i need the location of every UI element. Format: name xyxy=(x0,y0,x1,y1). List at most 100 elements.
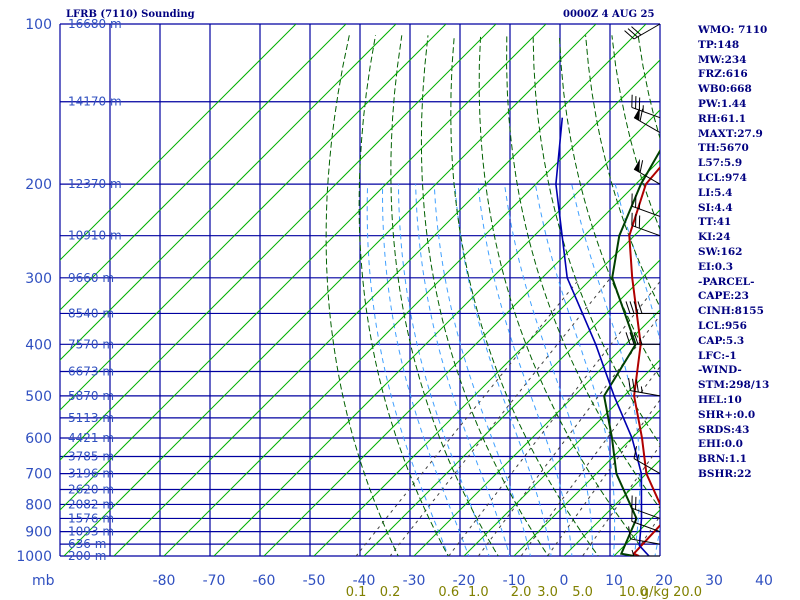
stat-line: MAXT:27.9 xyxy=(698,127,763,140)
parcel-profile xyxy=(555,117,650,556)
height-label: 636 m xyxy=(68,537,106,551)
wind-barbs xyxy=(624,23,661,557)
y-axis-unit: mb xyxy=(32,573,55,589)
dry-adiabat-line xyxy=(420,35,549,556)
barb-flag xyxy=(629,332,635,345)
moist-adiabat-line xyxy=(571,183,641,556)
barb-staff xyxy=(631,224,661,237)
barb-half-flag xyxy=(631,549,635,557)
isotherm-line xyxy=(60,24,347,311)
moist-adiabat-line xyxy=(534,184,616,556)
moist-adiabat-line xyxy=(398,184,490,556)
mixing-ratio-label: 1.0 xyxy=(468,585,489,600)
chart-title: LFRB (7110) Sounding xyxy=(66,9,195,20)
stat-line: -WIND- xyxy=(698,364,742,377)
moist-adiabat-line xyxy=(477,184,573,556)
height-label: 4421 m xyxy=(68,431,114,445)
temperature-tick-label: -50 xyxy=(303,573,326,589)
mixing-ratio-label: 3.0 xyxy=(537,585,558,600)
height-label: 5113 m xyxy=(68,411,114,425)
isotherm-line xyxy=(563,459,660,556)
isotherm-line xyxy=(213,109,660,556)
pressure-tick-label: 1000 xyxy=(16,549,52,565)
height-label: 2082 m xyxy=(68,497,114,511)
dry-adiabat-line xyxy=(358,35,449,556)
barb-flag xyxy=(625,301,631,314)
mixing-ratio-labels: 0.1 0.2 0.6 1.0 2.0 3.0 5.0 10.0 20.0 g/kg xyxy=(346,585,702,600)
isotherm-line xyxy=(60,24,547,511)
barb-staff xyxy=(631,205,661,217)
stat-line: SRDS:43 xyxy=(698,423,750,436)
wind-barb xyxy=(631,212,661,237)
isotherm-line xyxy=(363,259,660,556)
height-label: 1093 m xyxy=(68,525,114,539)
wind-barb xyxy=(628,378,661,397)
dry-adiabat-line xyxy=(506,35,660,510)
stat-line: -PARCEL- xyxy=(698,275,755,288)
mixing-ratio-line xyxy=(355,277,581,556)
stat-line: HEL:10 xyxy=(698,393,742,406)
stat-line: EHI:0.0 xyxy=(698,438,743,451)
wind-barb xyxy=(625,332,660,345)
pressure-tick-label: 800 xyxy=(25,497,52,513)
temperature-tick-label: 10 xyxy=(605,573,623,589)
isotherm-line xyxy=(513,409,660,556)
height-label: 1576 m xyxy=(68,511,114,525)
wind-barb xyxy=(625,301,660,314)
mixing-ratio-label: 5.0 xyxy=(572,585,593,600)
barb-flag xyxy=(629,301,635,314)
wind-barb xyxy=(631,193,661,217)
mixing-ratio-lines xyxy=(355,277,660,556)
isotherms xyxy=(60,24,660,556)
barb-flag xyxy=(631,26,642,36)
sounding-indices-panel: WMO: 7110 TP:148 MW:234 FRZ:616 WB0:668 PW:1.… xyxy=(698,23,798,482)
barb-flag xyxy=(635,379,639,393)
dry-adiabat-line xyxy=(450,35,599,556)
stat-line: KI:24 xyxy=(698,231,731,244)
height-label: 5870 m xyxy=(68,389,114,403)
moist-adiabat-line xyxy=(614,183,660,556)
moist-adiabat-line xyxy=(454,184,552,556)
isotherm-line xyxy=(60,24,447,411)
dry-adiabat-line xyxy=(325,35,399,556)
barb-flag xyxy=(632,378,635,392)
barb-staff xyxy=(633,458,661,475)
barb-staff xyxy=(631,520,661,533)
isotherm-line xyxy=(263,159,660,556)
moist-adiabat-line xyxy=(433,184,531,556)
barb-half-flag xyxy=(639,338,643,345)
stat-line: RH:61.1 xyxy=(698,112,747,125)
barb-flag xyxy=(639,160,644,173)
mixing-ratio-line xyxy=(581,444,660,556)
height-label: 16680 m xyxy=(68,17,122,31)
mixing-ratio-line xyxy=(448,280,660,556)
stat-line: LCL:956 xyxy=(698,319,747,332)
stat-line: WB0:668 xyxy=(698,83,752,96)
mixing-ratio-label: 0.6 xyxy=(438,585,459,600)
pressure-tick-label: 700 xyxy=(25,467,52,483)
mixing-ratio-label: 0.1 xyxy=(346,585,367,600)
mixing-ratio-line xyxy=(477,314,660,556)
stat-line: MW:234 xyxy=(698,53,747,66)
barb-staff xyxy=(631,106,661,119)
stat-line: SHR+:0.0 xyxy=(698,408,756,421)
height-label: 7570 m xyxy=(68,337,114,351)
dry-adiabat-line xyxy=(478,35,649,556)
wind-barb xyxy=(628,526,661,545)
pressure-tick-label: 900 xyxy=(25,525,52,541)
dry-adiabat-line xyxy=(532,35,660,446)
stat-line: FRZ:616 xyxy=(698,68,748,81)
stat-line: BRN:1.1 xyxy=(698,453,747,466)
isotherm-line xyxy=(60,24,497,461)
barb-pennant xyxy=(634,158,641,173)
mixing-ratio-label: 20.0 xyxy=(673,585,702,600)
mixing-ratio-line xyxy=(546,399,660,556)
barb-flag xyxy=(628,526,631,540)
height-labels: 16680 m 14170 m 12370 m 10910 m 9660 m 8540 m… xyxy=(68,17,122,563)
wind-barb xyxy=(633,107,661,134)
stat-line: CINH:8155 xyxy=(698,305,764,318)
barb-flag xyxy=(633,301,639,314)
isotherm-line xyxy=(60,24,397,361)
barb-half-flag xyxy=(636,454,640,461)
